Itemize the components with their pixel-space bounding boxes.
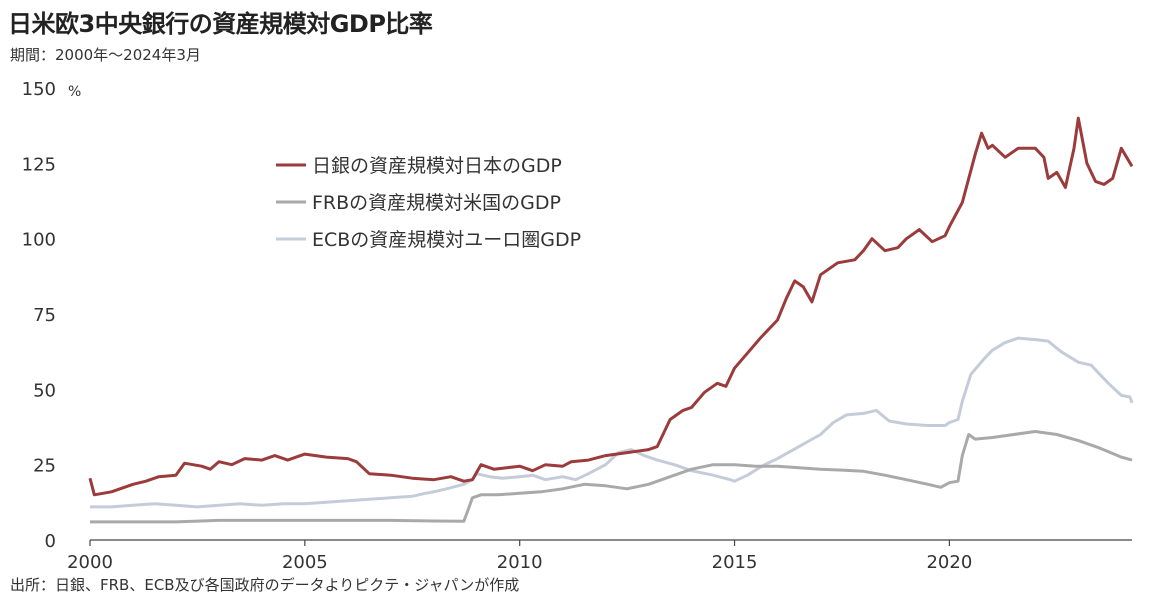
chart-title: 日米欧3中央銀行の資産規模対GDP比率 xyxy=(8,10,433,38)
series-line-2 xyxy=(90,336,1134,509)
series-line-1 xyxy=(90,430,1133,524)
x-tick-label: 2010 xyxy=(497,552,543,573)
legend-label-0: 日銀の資産規模対日本のGDP xyxy=(312,155,562,177)
y-axis-unit-label: % xyxy=(68,84,81,100)
y-tick-label: 50 xyxy=(33,380,56,401)
source-note: 出所：日銀、FRB、ECB及び各国政府のデータよりピクテ・ジャパンが作成 xyxy=(10,576,520,594)
y-tick-label: 75 xyxy=(33,305,56,326)
x-tick-label: 2015 xyxy=(712,552,758,573)
legend-label-2: ECBの資産規模対ユーロ圏GDP xyxy=(312,229,581,251)
legend-label-1: FRBの資産規模対米国のGDP xyxy=(312,192,561,214)
x-tick-label: 2020 xyxy=(926,552,972,573)
y-tick-label: 100 xyxy=(22,230,56,251)
chart-subtitle: 期間：2000年～2024年3月 xyxy=(10,46,201,64)
x-tick-label: 2000 xyxy=(67,552,113,573)
legend: 日銀の資産規模対日本のGDP FRBの資産規模対米国のGDP ECBの資産規模対ユー… xyxy=(276,155,581,251)
y-tick-label: 150 xyxy=(22,79,56,100)
y-tick-label: 0 xyxy=(45,531,56,552)
y-tick-label: 25 xyxy=(33,456,56,477)
series-line-0 xyxy=(88,116,1134,497)
x-tick-label: 2005 xyxy=(282,552,328,573)
y-tick-label: 125 xyxy=(22,154,56,175)
